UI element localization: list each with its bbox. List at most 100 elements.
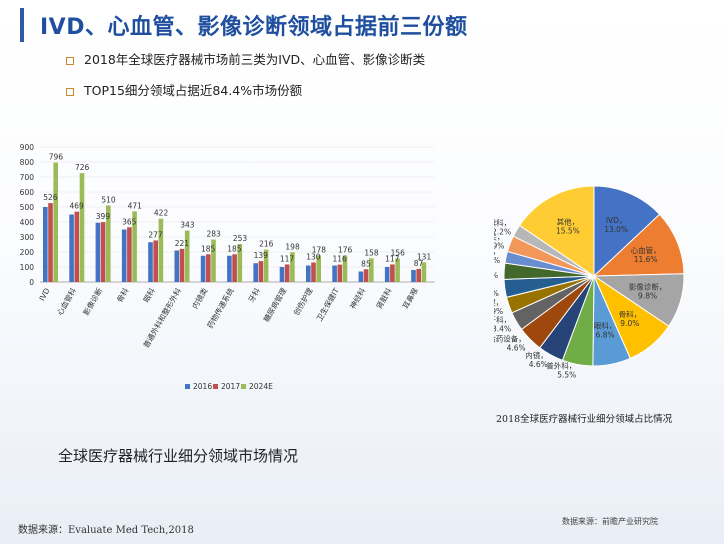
data-label-2024E: 471 xyxy=(128,201,143,210)
bar-2017-1 xyxy=(74,211,80,282)
data-label-2017: 526 xyxy=(43,193,58,202)
data-label-2024E: 131 xyxy=(417,252,432,261)
pie-label-4: 眼科， 6.8% xyxy=(594,321,617,340)
x-tick-label: 内镜类 xyxy=(190,286,210,311)
pie-label-9: 糖尿病管理，2.9% xyxy=(494,297,503,316)
data-label-2017: 117 xyxy=(280,254,295,263)
data-label-2017: 469 xyxy=(69,202,84,211)
x-tick-label: 糖尿病管理 xyxy=(261,286,289,324)
data-label-2024E: 343 xyxy=(180,221,195,230)
bar-2024E-2 xyxy=(106,205,111,282)
bar-2024E-11 xyxy=(342,255,348,282)
x-tick-label: 药物传递系统 xyxy=(205,286,236,330)
y-tick-label: 500 xyxy=(20,203,35,212)
bar-2017-8 xyxy=(258,261,264,282)
bar-2017-5 xyxy=(179,248,185,282)
y-tick-label: 0 xyxy=(29,278,34,287)
bar-2016-6 xyxy=(200,255,206,282)
bar-2016-9 xyxy=(279,267,285,282)
pie-label-5: 普外科， 5.5% xyxy=(546,360,576,379)
x-tick-label: 骨科 xyxy=(114,286,130,304)
bar-2017-3 xyxy=(127,227,132,282)
x-tick-label: 眼科 xyxy=(141,286,157,304)
bar-2017-10 xyxy=(311,262,316,282)
x-tick-label: 卫生保健IT xyxy=(314,286,341,323)
data-label-2024E: 178 xyxy=(312,245,327,254)
bar-2016-14 xyxy=(411,270,416,282)
bar-2017-11 xyxy=(337,264,343,282)
data-label-2017: 87 xyxy=(414,259,424,268)
bar-2024E-3 xyxy=(132,211,137,282)
data-label-2017: 116 xyxy=(332,255,347,264)
pie-label-6: 内镜， 4.6% xyxy=(525,350,548,369)
bar-2017-0 xyxy=(48,203,53,282)
bar-2024E-9 xyxy=(290,252,295,282)
pie-label-12: 神经科，2.1% xyxy=(494,246,500,265)
page-title: IVD、心血管、影像诊断领域占据前三份额 xyxy=(40,15,468,40)
bar-2016-4 xyxy=(148,242,153,282)
y-tick-label: 100 xyxy=(20,263,35,272)
y-tick-label: 800 xyxy=(20,158,35,167)
data-label-2024E: 283 xyxy=(207,230,222,239)
bar-2017-9 xyxy=(284,264,290,282)
x-tick-label: 肾脏科 xyxy=(374,286,394,311)
data-label-2017: 221 xyxy=(175,239,190,248)
bar-2017-6 xyxy=(206,254,211,282)
legend-swatch-2016 xyxy=(185,384,190,389)
x-tick-label: IVD xyxy=(37,286,51,302)
data-label-2017: 399 xyxy=(96,212,111,221)
bar-2016-12 xyxy=(358,271,364,282)
pie-slice-0 xyxy=(593,185,661,278)
data-label-2024E: 156 xyxy=(391,249,406,258)
bullet-2: TOP15细分领域占据近84.4%市场份额 xyxy=(66,80,302,99)
x-tick-label: 牙科 xyxy=(246,286,262,304)
bar-2017-4 xyxy=(153,240,158,282)
pie-chart: IVD， 13.0%心血管， 11.6% 影像诊断， 9.8% 骨科， 9.0%眼科， 6.8… xyxy=(494,185,685,379)
bar-2016-3 xyxy=(121,229,127,282)
bar-2016-2 xyxy=(95,222,101,282)
x-tick-label: 创伤护理 xyxy=(291,286,315,317)
data-label-2024E: 176 xyxy=(338,246,353,255)
pie-slice-1 xyxy=(592,213,685,277)
data-label-2024E: 422 xyxy=(154,209,169,218)
bar-chart: 0 100 200 300 400 500 600 700 800 900 526 796 IVD 469… xyxy=(20,143,435,391)
data-label-2017: 185 xyxy=(201,244,216,253)
data-label-2024E: 510 xyxy=(101,196,116,205)
bar-2024E-5 xyxy=(184,230,190,282)
legend-label-2017: 2017 xyxy=(221,382,240,391)
bar-2016-7 xyxy=(227,255,232,282)
pie-slice-15 xyxy=(518,185,595,277)
pie-label-15: 其他， 15.5% xyxy=(556,217,580,236)
bar-2017-7 xyxy=(232,254,237,282)
pie-label-14: 耳鼻喉科，2.2% xyxy=(494,218,511,237)
source-left: 数据来源：Evaluate Med Tech,2018 xyxy=(18,525,194,536)
bar-2017-12 xyxy=(363,269,369,282)
y-tick-label: 600 xyxy=(20,188,35,197)
bar-2024E-13 xyxy=(395,258,400,282)
source-right: 数据来源：前瞻产业研究院 xyxy=(562,517,658,526)
y-tick-label: 300 xyxy=(20,233,35,242)
bar-2017-13 xyxy=(390,264,395,282)
bar-2016-1 xyxy=(69,214,74,282)
bullet-text-1: 2018年全球医疗器械市场前三类为IVD、心血管、影像诊断类 xyxy=(84,52,426,67)
bar-2016-10 xyxy=(306,265,311,282)
data-label-2017: 185 xyxy=(227,244,242,253)
bullet-marker xyxy=(66,56,74,65)
bar-2017-14 xyxy=(416,268,421,282)
pie-chart-title: 2018全球医疗器械行业细分领域占比情况 xyxy=(496,414,673,425)
legend-swatch-2024E xyxy=(241,384,246,389)
pie-label-1: 心血管， 11.6% xyxy=(631,245,661,264)
y-tick-label: 700 xyxy=(20,173,35,182)
pie-label-3: 骨科， 9.0% xyxy=(619,309,642,328)
data-label-2024E: 253 xyxy=(233,234,248,243)
x-tick-label: 耳鼻喉 xyxy=(400,286,420,311)
bar-2016-8 xyxy=(253,263,258,282)
data-label-2017: 117 xyxy=(385,254,400,263)
x-tick-label: 心血管科 xyxy=(54,286,78,317)
bar-2024E-0 xyxy=(53,162,58,282)
bar-2024E-12 xyxy=(369,258,374,282)
data-label-2017: 277 xyxy=(148,230,163,239)
data-label-2017: 130 xyxy=(306,253,321,262)
legend-label-2024E: 2024E xyxy=(249,382,273,391)
legend-swatch-2017 xyxy=(213,384,218,389)
